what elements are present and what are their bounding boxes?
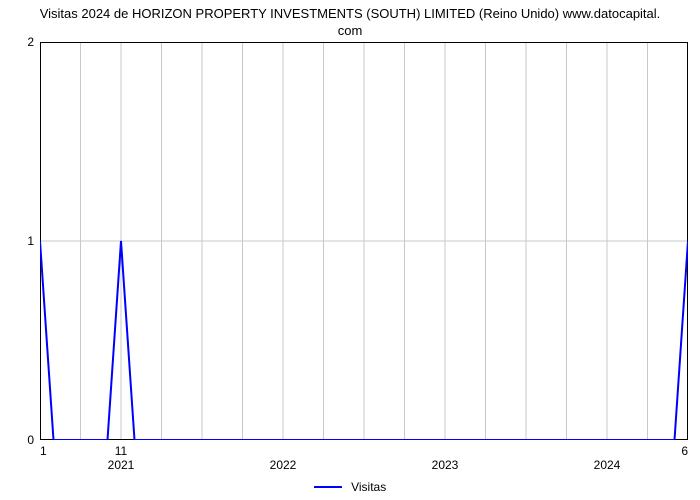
chart-svg xyxy=(40,42,688,440)
x-tick-label: 2024 xyxy=(594,458,621,472)
x-sublabel: 6 xyxy=(681,444,688,458)
chart-title-line1: Visitas 2024 de HORIZON PROPERTY INVESTM… xyxy=(40,6,661,21)
chart-legend: Visitas xyxy=(0,479,700,494)
x-sublabel: 11 xyxy=(115,444,127,458)
x-tick-label: 2021 xyxy=(108,458,135,472)
y-tick-label: 2 xyxy=(27,35,34,49)
chart-title: Visitas 2024 de HORIZON PROPERTY INVESTM… xyxy=(0,0,700,40)
legend-swatch xyxy=(314,486,342,488)
chart-plot-area: 01220212022202320241116 xyxy=(40,42,688,440)
y-tick-label: 0 xyxy=(27,433,34,447)
x-tick-label: 2023 xyxy=(432,458,459,472)
x-tick-label: 2022 xyxy=(270,458,297,472)
legend-label: Visitas xyxy=(351,480,386,494)
chart-title-line2: com xyxy=(338,23,363,38)
y-tick-label: 1 xyxy=(27,234,34,248)
x-sublabel: 1 xyxy=(40,444,47,458)
